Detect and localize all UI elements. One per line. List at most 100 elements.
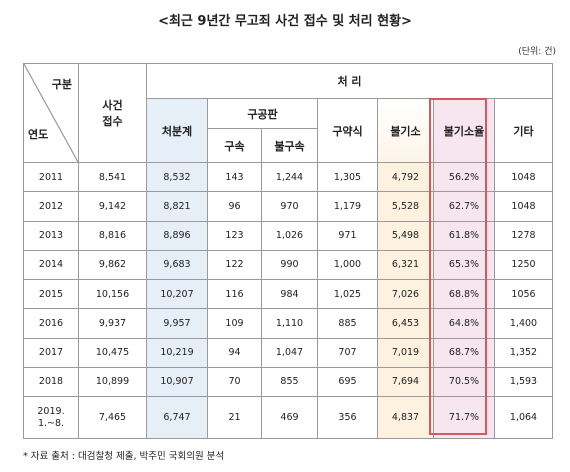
cell-other: 1048: [493, 161, 554, 193]
cell-detained: 96: [207, 191, 262, 222]
cell-rate: 71.7%: [433, 396, 495, 439]
cell-year: 2012: [23, 191, 79, 222]
cell-summary-order: 707: [317, 337, 378, 368]
cell-year: 2011: [23, 161, 79, 193]
header-summary-order: 구약식: [317, 98, 378, 163]
cell-received: 9,142: [78, 191, 147, 222]
cell-detained: 116: [207, 278, 262, 310]
header-other: 기타: [493, 98, 554, 163]
cell-not-detained: 855: [261, 366, 318, 398]
cell-rate: 68.8%: [433, 278, 495, 310]
header-public-trial: 구공판: [207, 98, 318, 129]
header-not-detained: 불구속: [261, 128, 318, 163]
header-detained: 구속: [207, 128, 262, 163]
table-row: 2013 8,816 8,896 123 1,026 971 5,498 61.…: [23, 220, 554, 251]
cell-not-detained: 1,047: [261, 337, 318, 368]
cell-year: 2013: [23, 220, 79, 251]
cell-summary-order: 971: [317, 220, 378, 251]
cell-detained: 123: [207, 220, 262, 251]
cell-year: 2018: [23, 366, 79, 398]
header-corner-cell: 구분 연도: [23, 63, 79, 163]
cell-non-prosecution: 7,694: [377, 366, 434, 398]
cell-disposition: 8,821: [146, 191, 208, 222]
cell-rate: 65.3%: [433, 249, 495, 281]
cell-not-detained: 990: [261, 249, 318, 281]
cell-non-prosecution: 5,528: [377, 191, 434, 222]
cell-other: 1,400: [493, 308, 554, 339]
table-row: 2018 10,899 10,907 70 855 695 7,694 70.5…: [23, 366, 554, 398]
table-row: 2014 9,862 9,683 122 990 1,000 6,321 65.…: [23, 249, 554, 281]
cell-not-detained: 970: [261, 191, 318, 222]
cell-year: 2015: [23, 278, 79, 310]
cell-not-detained: 469: [261, 396, 318, 439]
cell-received: 9,862: [78, 249, 147, 281]
data-table: 구분 연도 사건 접수 처 리 처분계 구공판 구약식 불기소 불기소율 기타 …: [23, 63, 554, 439]
cell-rate: 68.7%: [433, 337, 495, 368]
cell-non-prosecution: 4,792: [377, 161, 434, 193]
cell-received: 9,937: [78, 308, 147, 339]
unit-label: (단위: 건): [518, 47, 556, 57]
header-non-prosecution: 불기소: [377, 98, 434, 163]
cell-rate: 61.8%: [433, 220, 495, 251]
table-row: 2017 10,475 10,219 94 1,047 707 7,019 68…: [23, 337, 554, 368]
cell-disposition: 6,747: [146, 396, 208, 439]
cell-disposition: 9,957: [146, 308, 208, 339]
cell-non-prosecution: 7,019: [377, 337, 434, 368]
header-disposition: 처분계: [146, 98, 208, 163]
cell-year: 2014: [23, 249, 79, 281]
header-category: 구분: [51, 78, 72, 91]
cell-detained: 122: [207, 249, 262, 281]
table-row: 2011 8,541 8,532 143 1,244 1,305 4,792 5…: [23, 161, 554, 193]
cell-detained: 21: [207, 396, 262, 439]
cell-summary-order: 885: [317, 308, 378, 339]
cell-disposition: 9,683: [146, 249, 208, 281]
cell-not-detained: 1,026: [261, 220, 318, 251]
cell-received: 10,156: [78, 278, 147, 310]
cell-disposition: 8,532: [146, 161, 208, 193]
cell-received: 8,541: [78, 161, 147, 193]
page-title: <최근 9년간 무고죄 사건 접수 및 처리 현황>: [158, 14, 412, 29]
table-row: 2019. 1.~8. 7,465 6,747 21 469 356 4,837…: [23, 396, 554, 439]
cell-other: 1278: [493, 220, 554, 251]
cell-other: 1,352: [493, 337, 554, 368]
cell-rate: 70.5%: [433, 366, 495, 398]
cell-year: 2016: [23, 308, 79, 339]
cell-rate: 62.7%: [433, 191, 495, 222]
cell-other: 1,064: [493, 396, 554, 439]
cell-detained: 109: [207, 308, 262, 339]
table-row: 2015 10,156 10,207 116 984 1,025 7,026 6…: [23, 278, 554, 310]
cell-received: 7,465: [78, 396, 147, 439]
cell-received: 10,899: [78, 366, 147, 398]
cell-non-prosecution: 6,453: [377, 308, 434, 339]
cell-summary-order: 1,025: [317, 278, 378, 310]
cell-non-prosecution: 7,026: [377, 278, 434, 310]
cell-summary-order: 1,000: [317, 249, 378, 281]
table-row: 2012 9,142 8,821 96 970 1,179 5,528 62.7…: [23, 191, 554, 222]
cell-rate: 64.8%: [433, 308, 495, 339]
header-received: 사건 접수: [78, 63, 147, 163]
source-footnote: * 자료 출처 : 대검찰청 제출, 박주민 국회의원 분석: [23, 451, 225, 462]
cell-summary-order: 1,179: [317, 191, 378, 222]
cell-summary-order: 356: [317, 396, 378, 439]
cell-detained: 94: [207, 337, 262, 368]
cell-disposition: 10,907: [146, 366, 208, 398]
cell-non-prosecution: 4,837: [377, 396, 434, 439]
cell-year: 2017: [23, 337, 79, 368]
cell-summary-order: 1,305: [317, 161, 378, 193]
cell-non-prosecution: 5,498: [377, 220, 434, 251]
cell-summary-order: 695: [317, 366, 378, 398]
cell-detained: 70: [207, 366, 262, 398]
cell-non-prosecution: 6,321: [377, 249, 434, 281]
cell-disposition: 8,896: [146, 220, 208, 251]
cell-detained: 143: [207, 161, 262, 193]
cell-other: 1048: [493, 191, 554, 222]
cell-other: 1056: [493, 278, 554, 310]
header-year: 연도: [28, 128, 49, 141]
cell-disposition: 10,219: [146, 337, 208, 368]
cell-received: 8,816: [78, 220, 147, 251]
cell-other: 1,593: [493, 366, 554, 398]
cell-received: 10,475: [78, 337, 147, 368]
cell-rate: 56.2%: [433, 161, 495, 193]
cell-other: 1250: [493, 249, 554, 281]
cell-not-detained: 1,110: [261, 308, 318, 339]
